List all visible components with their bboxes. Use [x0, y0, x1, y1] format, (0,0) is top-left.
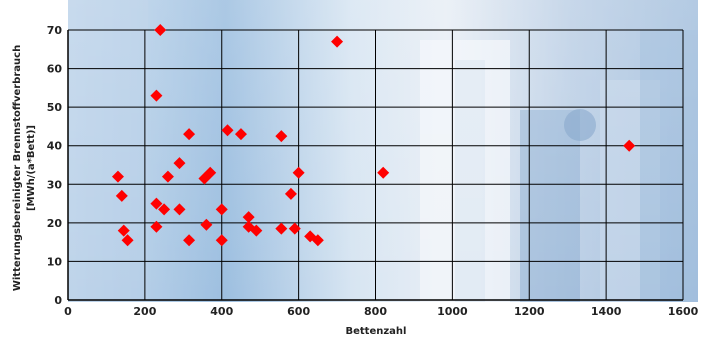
y-tick-label: 30 — [47, 178, 63, 191]
data-point-diamond — [377, 166, 390, 179]
y-axis-label-line1: Witterungsbereinigter Brennstoffverbrauc… — [12, 45, 23, 291]
y-tick-label: 10 — [47, 255, 63, 268]
data-point-diamond — [234, 128, 247, 141]
data-point-diamond — [215, 203, 228, 216]
y-axis-label-group: Witterungsbereinigter Brennstoffverbrauc… — [12, 45, 37, 291]
x-tick-label: 400 — [210, 305, 233, 318]
y-tick-label: 70 — [47, 24, 63, 37]
data-points — [111, 24, 636, 247]
data-point-diamond — [117, 224, 130, 237]
y-tick-labels: 0 10 20 30 40 50 60 70 — [47, 24, 63, 307]
data-point-diamond — [200, 218, 213, 231]
x-tick-label: 1000 — [437, 305, 468, 318]
y-tick-label: 0 — [54, 294, 62, 307]
x-tick-label: 1600 — [668, 305, 699, 318]
x-tick-label: 0 — [64, 305, 72, 318]
y-tick-label: 60 — [47, 63, 63, 76]
x-tick-label: 800 — [364, 305, 387, 318]
data-point-diamond — [150, 197, 163, 210]
x-tick-label: 200 — [133, 305, 156, 318]
data-point-diamond — [121, 234, 134, 247]
data-point-diamond — [288, 222, 301, 235]
x-tick-labels: 0 200 400 600 800 1000 1200 1400 1600 — [64, 305, 698, 318]
data-point-diamond — [284, 187, 297, 200]
data-point-diamond — [250, 224, 263, 237]
x-tick-label: 1200 — [514, 305, 545, 318]
data-point-diamond — [183, 128, 196, 141]
data-point-diamond — [154, 24, 167, 36]
data-point-diamond — [275, 222, 288, 235]
data-point-diamond — [242, 211, 255, 224]
data-point-diamond — [173, 157, 186, 170]
background-photo — [68, 0, 698, 302]
data-point-diamond — [215, 234, 228, 247]
data-point-diamond — [311, 234, 324, 247]
y-axis-label-line2: [MWh/(a*Bett)] — [26, 125, 37, 211]
axes — [67, 30, 683, 301]
y-tick-label: 50 — [47, 101, 63, 114]
data-point-diamond — [331, 35, 344, 48]
x-axis-label: Bettenzahl — [346, 326, 407, 337]
y-tick-label: 40 — [47, 140, 63, 153]
data-point-diamond — [292, 166, 305, 179]
data-point-diamond — [111, 170, 124, 183]
x-tick-label: 600 — [287, 305, 310, 318]
y-tick-label: 20 — [47, 217, 63, 230]
data-point-diamond — [173, 203, 186, 216]
data-point-diamond — [204, 166, 217, 179]
data-point-diamond — [158, 203, 171, 216]
data-point-diamond — [161, 170, 174, 183]
data-point-diamond — [150, 89, 163, 102]
x-tick-label: 1400 — [591, 305, 622, 318]
data-point-diamond — [150, 220, 163, 233]
data-point-diamond — [623, 139, 636, 152]
data-point-diamond — [183, 234, 196, 247]
data-point-diamond — [221, 124, 234, 137]
data-point-diamond — [115, 189, 128, 202]
data-point-diamond — [275, 130, 288, 143]
